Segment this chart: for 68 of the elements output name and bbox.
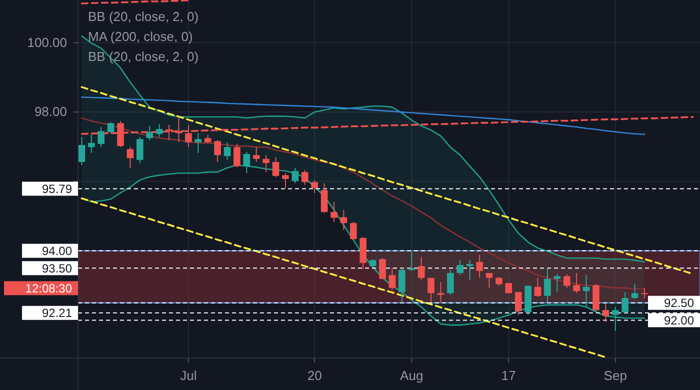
candlestick <box>544 268 551 303</box>
candlestick <box>272 156 280 178</box>
ref-line-label: 94.00 <box>42 244 72 258</box>
candlestick <box>456 260 464 276</box>
line-series <box>81 96 646 135</box>
candlestick <box>224 142 231 160</box>
ref-line-label: 92.00 <box>664 313 694 328</box>
candlestick <box>408 251 416 272</box>
ref-line-label: 93.50 <box>42 261 72 276</box>
candlestick <box>214 140 221 162</box>
x-tick-label: 17 <box>501 368 516 384</box>
candlestick <box>194 132 202 154</box>
x-tick-label: Aug <box>400 368 424 384</box>
candlestick <box>612 306 619 332</box>
y-tick-label: 98.00 <box>34 104 67 120</box>
candlestick <box>340 209 348 230</box>
ref-line-label: 92.21 <box>42 306 72 320</box>
candlestick <box>398 268 406 304</box>
candlestick <box>301 169 308 186</box>
candlestick <box>418 256 425 280</box>
y-tick-label: 100.00 <box>27 34 67 50</box>
ref-line-label: 95.79 <box>42 182 72 196</box>
annotation: MA (200, close, 0) <box>88 29 193 44</box>
candlestick <box>320 182 328 214</box>
candlestick <box>534 277 542 298</box>
candlestick <box>388 268 396 291</box>
candlestick <box>252 146 260 162</box>
candlestick <box>622 292 628 314</box>
candlestick <box>330 201 338 223</box>
candlestick <box>146 125 154 141</box>
annotation: BB (20, close, 2, 0) <box>88 9 199 24</box>
candlestick <box>350 222 357 241</box>
x-tick-label: 20 <box>307 368 322 384</box>
candlestick <box>631 284 638 300</box>
candlestick <box>641 287 648 298</box>
candlestick <box>379 258 386 280</box>
candlestick <box>476 254 483 278</box>
x-tick-label: Sep <box>604 368 627 384</box>
candlestick <box>78 136 86 166</box>
candlestick <box>447 269 454 296</box>
candlestick <box>563 274 570 288</box>
candlestick <box>234 143 240 168</box>
candlestick <box>602 303 610 322</box>
candlestick <box>466 260 474 280</box>
annotation: BB (20, close, 2, 0) <box>88 49 199 64</box>
candlestick <box>582 274 590 308</box>
candlestick <box>428 277 434 303</box>
text: 12:08:30 <box>25 281 72 296</box>
candlestick <box>136 136 144 164</box>
line-series <box>80 198 607 358</box>
candlestick <box>107 122 114 134</box>
candlestick <box>98 126 104 148</box>
candlestick <box>282 172 289 189</box>
candlestick <box>88 134 95 154</box>
candlestick <box>126 146 134 168</box>
candlestick <box>243 151 250 174</box>
candlestick <box>156 124 163 138</box>
candlestick <box>437 282 444 303</box>
candlestick <box>554 274 561 293</box>
candlestick <box>292 167 299 184</box>
candlestick <box>486 272 493 288</box>
candlestick <box>311 180 318 194</box>
x-tick-label: Jul <box>180 368 197 384</box>
ref-line-label: 92.50 <box>664 296 694 310</box>
candlestick <box>262 154 270 173</box>
candlestick <box>573 272 580 294</box>
candlestick <box>496 276 502 286</box>
candlestick <box>514 292 522 316</box>
